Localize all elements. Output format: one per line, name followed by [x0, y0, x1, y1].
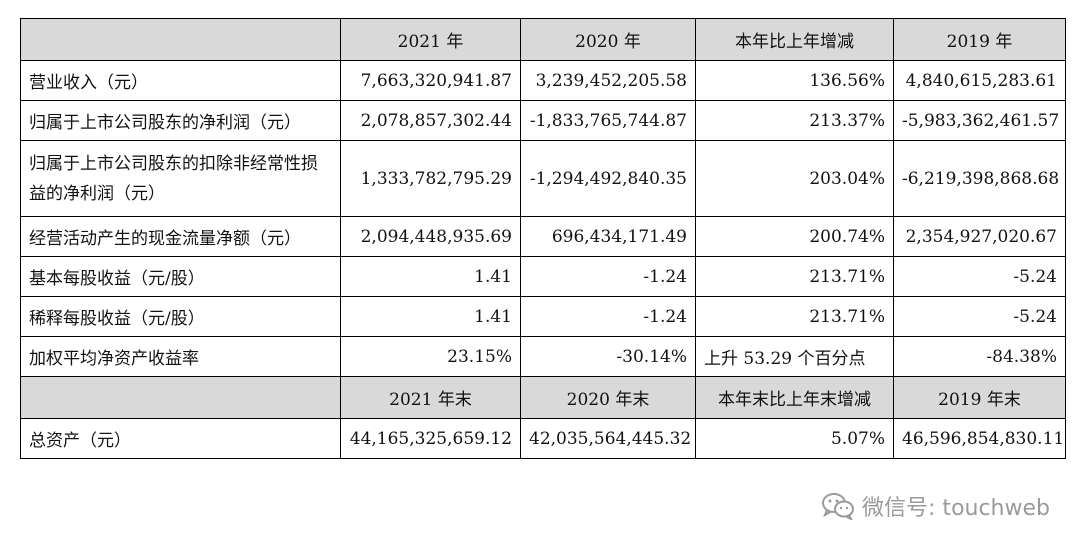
wechat-watermark: 微信号: touchweb [822, 490, 1050, 522]
value-2020: -1,294,492,840.35 [520, 140, 696, 217]
value-2020: -30.14% [520, 336, 696, 377]
value-2020: -1,833,765,744.87 [520, 100, 696, 141]
table-row: 归属于上市公司股东的净利润（元） 2,078,857,302.44 -1,833… [20, 100, 1066, 141]
value-2019: -5,983,362,461.57 [893, 100, 1066, 141]
header-cell: 2021 年末 [340, 376, 521, 419]
row-label: 总资产（元） [20, 418, 341, 459]
value-change: 5.07% [695, 418, 894, 459]
value-2019: 4,840,615,283.61 [893, 60, 1066, 101]
table-row: 总资产（元） 44,165,325,659.12 42,035,564,445.… [20, 418, 1066, 459]
value-2019: -5.24 [893, 296, 1066, 337]
header-cell: 2020 年末 [520, 376, 696, 419]
table-subheader-row: 2021 年末 2020 年末 本年末比上年末增减 2019 年末 [20, 376, 1066, 419]
value-change: 213.71% [695, 296, 894, 337]
value-2021: 1.41 [340, 256, 521, 297]
value-2019: -84.38% [893, 336, 1066, 377]
value-2020: 3,239,452,205.58 [520, 60, 696, 101]
table-header-row: 2021 年 2020 年 本年比上年增减 2019 年 [20, 18, 1066, 61]
row-label: 稀释每股收益（元/股） [20, 296, 341, 337]
row-label: 归属于上市公司股东的净利润（元） [20, 100, 341, 141]
header-cell [20, 18, 341, 61]
value-2020: -1.24 [520, 296, 696, 337]
value-change: 200.74% [695, 216, 894, 257]
header-cell [20, 376, 341, 419]
table-row: 基本每股收益（元/股） 1.41 -1.24 213.71% -5.24 [20, 256, 1066, 297]
header-cell: 2019 年末 [893, 376, 1066, 419]
row-label: 归属于上市公司股东的扣除非经常性损益的净利润（元） [20, 140, 341, 217]
header-cell: 2020 年 [520, 18, 696, 61]
value-2020: 42,035,564,445.32 [520, 418, 696, 459]
financial-summary-table: 2021 年 2020 年 本年比上年增减 2019 年 营业收入（元） 7,6… [20, 18, 1066, 459]
value-2021: 23.15% [340, 336, 521, 377]
value-change: 213.37% [695, 100, 894, 141]
value-2021: 1.41 [340, 296, 521, 337]
header-cell: 本年比上年增减 [695, 18, 894, 61]
value-2021: 2,094,448,935.69 [340, 216, 521, 257]
value-2021: 1,333,782,795.29 [340, 140, 521, 217]
header-cell: 2019 年 [893, 18, 1066, 61]
table-row: 加权平均净资产收益率 23.15% -30.14% 上升 53.29 个百分点 … [20, 336, 1066, 377]
wechat-icon [822, 492, 855, 522]
value-2020: 696,434,171.49 [520, 216, 696, 257]
header-cell: 本年末比上年末增减 [695, 376, 894, 419]
value-2019: 46,596,854,830.11 [893, 418, 1066, 459]
value-change: 上升 53.29 个百分点 [695, 336, 894, 377]
value-2019: -5.24 [893, 256, 1066, 297]
table-row: 稀释每股收益（元/股） 1.41 -1.24 213.71% -5.24 [20, 296, 1066, 337]
watermark-text: 微信号: touchweb [862, 496, 1050, 521]
table-row: 归属于上市公司股东的扣除非经常性损益的净利润（元） 1,333,782,795.… [20, 140, 1066, 217]
row-label: 营业收入（元） [20, 60, 341, 101]
row-label: 经营活动产生的现金流量净额（元） [20, 216, 341, 257]
value-change: 213.71% [695, 256, 894, 297]
row-label: 加权平均净资产收益率 [20, 336, 341, 377]
value-2019: -6,219,398,868.68 [893, 140, 1066, 217]
row-label: 基本每股收益（元/股） [20, 256, 341, 297]
value-2021: 44,165,325,659.12 [340, 418, 521, 459]
table-row: 营业收入（元） 7,663,320,941.87 3,239,452,205.5… [20, 60, 1066, 101]
value-2021: 7,663,320,941.87 [340, 60, 521, 101]
value-2021: 2,078,857,302.44 [340, 100, 521, 141]
header-cell: 2021 年 [340, 18, 521, 61]
value-change: 136.56% [695, 60, 894, 101]
value-change: 203.04% [695, 140, 894, 217]
value-2020: -1.24 [520, 256, 696, 297]
value-2019: 2,354,927,020.67 [893, 216, 1066, 257]
table-row: 经营活动产生的现金流量净额（元） 2,094,448,935.69 696,43… [20, 216, 1066, 257]
